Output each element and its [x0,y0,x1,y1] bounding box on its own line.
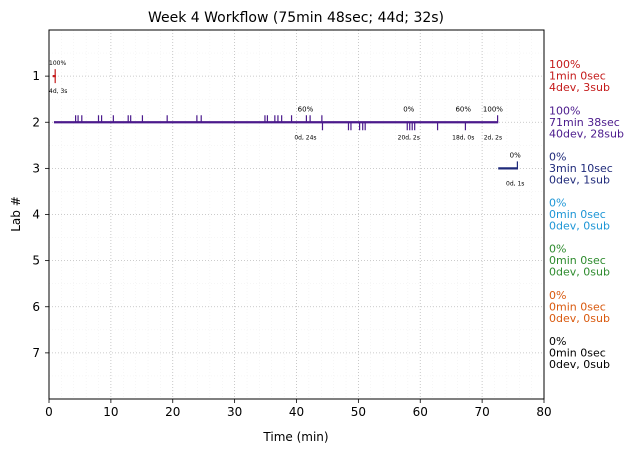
y-axis-label: Lab # [9,196,23,232]
x-tick-label: 80 [536,405,551,419]
annotation-percent: 0% [403,105,414,113]
lab-summary-counts: 0dev, 0sub [549,312,610,325]
lab-summary-time: 71min 38sec [549,116,620,129]
y-tick-label: 4 [32,208,40,222]
y-tick-label: 3 [32,161,40,175]
lab-summary-time: 0min 0sec [549,208,606,221]
annotation-detail: 20d, 2s [398,134,420,141]
annotation-detail: 18d, 0s [452,134,474,141]
grid-layer [49,30,544,399]
lab-summary-counts: 0dev, 0sub [549,266,610,279]
lab-summary-time: 0min 0sec [549,300,606,313]
x-tick-label: 10 [103,405,118,419]
y-tick-label: 7 [32,346,40,360]
annotation-detail: 0d, 24s [294,134,316,141]
lab-summary-time: 3min 10sec [549,162,613,175]
lab-summary-counts: 40dev, 28sub [549,127,624,140]
annotation-percent: 0% [510,151,521,159]
y-tick-label: 5 [32,254,40,268]
chart-title: Week 4 Workflow (75min 48sec; 44d; 32s) [148,10,444,26]
lab-summary-percent: 100% [549,104,580,117]
lab-summary-percent: 0% [549,150,566,163]
lab-summary-time: 0min 0sec [549,346,606,359]
y-tick-label: 1 [32,69,40,83]
lab-summary-counts: 0dev, 0sub [549,220,610,233]
lab-summary-percent: 0% [549,289,566,302]
x-tick-label: 50 [351,405,366,419]
annotation-percent: 100% [49,60,66,67]
annotation-layer: 100% 4d, 3s 60% 0d, 24s 0% 20d, 2s 60% 18d, 0s 1… [49,60,524,187]
x-tick-label: 30 [227,405,242,419]
annotation-percent: 100% [483,105,503,113]
data-layer [52,69,519,170]
x-tick-label: 40 [289,405,304,419]
x-tick-label: 0 [45,405,53,419]
lab-summary-percent: 0% [549,243,566,256]
lab-summary-percent: 0% [549,197,566,210]
y-tick-label: 6 [32,300,40,314]
x-tick-label: 60 [413,405,428,419]
lab-summary-percent: 0% [549,335,566,348]
x-tick-label: 20 [165,405,180,419]
lab-summary-counts: 4dev, 3sub [549,81,610,94]
x-tick-label: 70 [474,405,489,419]
lab-summary-percent: 100% [549,58,580,71]
annotation-detail: 2d, 2s [484,134,502,141]
annotation-detail: 0d, 1s [506,180,524,187]
axis-layer: 0 10 20 30 40 50 60 70 80 1 2 3 4 5 6 7 [32,69,551,419]
x-axis-label: Time (min) [262,430,328,444]
y-tick-label: 2 [32,115,40,129]
lab-summary-time: 1min 0sec [549,70,606,83]
lab-summary-counts: 0dev, 1sub [549,173,610,186]
annotation-percent: 60% [455,105,471,113]
lab-summary-counts: 0dev, 0sub [549,358,610,371]
annotation-detail: 4d, 3s [49,88,67,95]
annotation-percent: 60% [298,105,314,113]
lab-summary-time: 0min 0sec [549,254,606,267]
